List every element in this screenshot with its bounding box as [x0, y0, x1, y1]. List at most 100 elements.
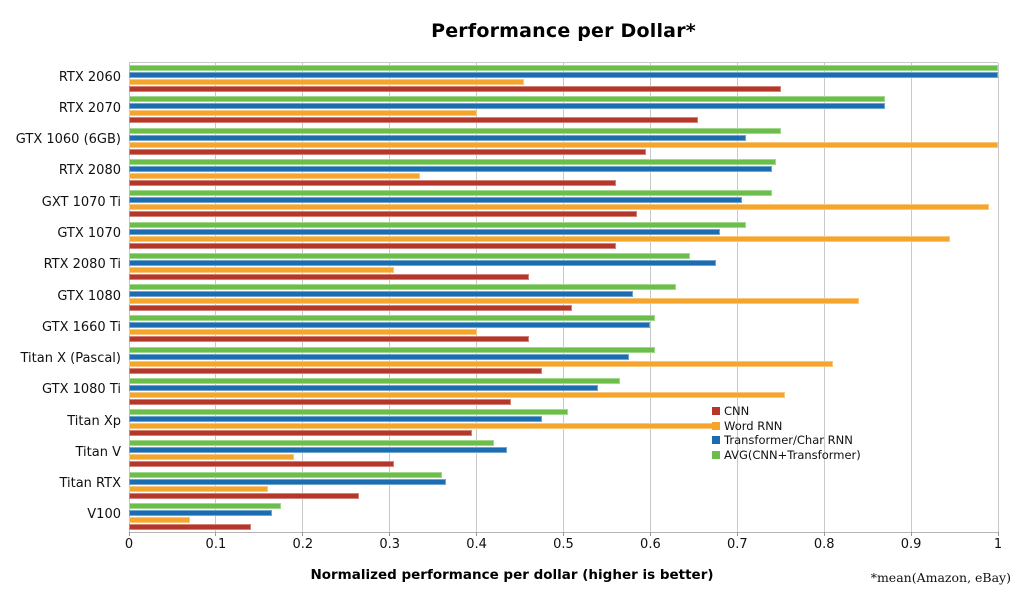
bar-transformer-char-rnn	[129, 165, 773, 172]
y-axis-label: GXT 1070 Ti	[41, 194, 121, 210]
bar-group-v100	[129, 501, 998, 532]
bar-transformer-char-rnn	[129, 509, 273, 516]
legend-swatch-icon	[712, 450, 720, 459]
bar-group-gxt-1070-ti	[129, 188, 998, 219]
bar-transformer-char-rnn	[129, 353, 629, 360]
bar-cnn	[129, 273, 529, 280]
bar-avg-cnn-transformer-	[129, 471, 442, 478]
y-axis-label: RTX 2070	[58, 100, 121, 116]
bar-word-rnn	[129, 329, 477, 336]
bar-avg-cnn-transformer-	[129, 96, 886, 103]
bar-cnn	[129, 492, 360, 499]
bar-transformer-char-rnn	[129, 228, 720, 235]
bar-group-gtx-1660-ti	[129, 313, 998, 344]
bar-group-gtx-1080-ti	[129, 376, 998, 407]
bar-transformer-char-rnn	[129, 72, 998, 79]
bar-cnn	[129, 117, 699, 124]
legend-item-transformer-char-rnn: Transformer/Char RNN	[712, 433, 861, 448]
x-axis-tick-label: 0.1	[205, 537, 227, 552]
x-axis-tick-mark	[563, 532, 564, 536]
gridline-x-0.6	[649, 63, 651, 532]
bar-cnn	[129, 367, 542, 374]
bar-transformer-char-rnn	[129, 197, 742, 204]
legend-label: AVG(CNN+Transformer)	[724, 447, 861, 462]
x-axis-tick-mark	[997, 532, 999, 536]
bar-avg-cnn-transformer-	[129, 190, 773, 197]
bar-group-gtx-1080	[129, 282, 998, 313]
x-axis-tick-label: 0.5	[553, 537, 574, 552]
x-axis-title: Normalized performance per dollar (highe…	[310, 567, 714, 583]
legend-swatch-icon	[712, 421, 720, 430]
bar-avg-cnn-transformer-	[129, 377, 620, 384]
legend-swatch-icon	[712, 407, 720, 416]
y-axis-label: GTX 1060 (6GB)	[15, 132, 121, 148]
bar-group-titan-v	[129, 438, 998, 469]
y-axis-label: RTX 2080	[58, 163, 121, 179]
legend: CNN Word RNN Transformer/Char RNN AVG(CNN+T…	[712, 404, 861, 462]
x-axis-tick-mark	[910, 532, 912, 536]
bar-group-titan-xp	[129, 407, 998, 438]
chart-title: Performance per Dollar*	[431, 20, 696, 42]
bar-avg-cnn-transformer-	[129, 409, 568, 416]
bar-word-rnn	[129, 298, 859, 305]
legend-item-word-rnn: Word RNN	[712, 419, 861, 434]
bar-avg-cnn-transformer-	[129, 346, 655, 353]
gridline-x-0	[128, 63, 130, 532]
bar-avg-cnn-transformer-	[129, 502, 282, 509]
gridline-x-0.1	[215, 63, 217, 532]
bar-transformer-char-rnn	[129, 384, 599, 391]
bar-word-rnn	[129, 423, 716, 430]
bar-cnn	[129, 336, 529, 343]
bar-avg-cnn-transformer-	[129, 315, 655, 322]
bar-cnn	[129, 148, 647, 155]
x-axis-tick-mark	[215, 532, 217, 536]
x-axis-tick-mark	[823, 532, 825, 536]
gridline-x-0.7	[736, 63, 738, 532]
bar-word-rnn	[129, 485, 269, 492]
bar-transformer-char-rnn	[129, 134, 746, 141]
gridline-x-1	[997, 63, 999, 532]
bar-transformer-char-rnn	[129, 259, 716, 266]
bar-word-rnn	[129, 79, 525, 86]
legend-item-cnn: CNN	[712, 404, 861, 419]
gridline-x-0.9	[910, 63, 912, 532]
y-axis-label: Titan Xp	[67, 413, 121, 429]
y-axis-label: GTX 1080 Ti	[42, 382, 121, 398]
x-axis-tick-label: 0.6	[640, 537, 661, 552]
x-axis-tick-label: 0.2	[292, 537, 314, 552]
bar-avg-cnn-transformer-	[129, 252, 690, 259]
bar-group-rtx-2070	[129, 94, 998, 125]
x-axis-tick-label: 0.8	[813, 537, 835, 552]
x-axis-tick-mark	[476, 532, 478, 536]
legend-label: CNN	[724, 404, 750, 418]
x-axis-tick-label: 0.7	[726, 537, 748, 552]
y-axis-label: V100	[87, 507, 121, 523]
bar-transformer-char-rnn	[129, 416, 542, 423]
x-axis-tick-label: 0.3	[379, 537, 401, 552]
bar-word-rnn	[129, 172, 421, 179]
gridline-x-0.8	[823, 63, 825, 532]
y-axis-label: Titan RTX	[59, 476, 121, 492]
y-axis-label: RTX 2060	[58, 69, 121, 85]
bar-cnn	[129, 242, 616, 249]
x-axis-tick-mark	[649, 532, 651, 536]
bar-avg-cnn-transformer-	[129, 221, 746, 228]
x-axis-tick-mark	[302, 532, 304, 536]
x-axis-tick-label: 0.4	[466, 537, 487, 552]
y-axis-label: Titan X (Pascal)	[20, 351, 122, 367]
bar-avg-cnn-transformer-	[129, 440, 494, 447]
bar-cnn	[129, 398, 512, 405]
x-axis-tick-mark	[736, 532, 738, 536]
gridline-x-0.2	[302, 63, 304, 532]
y-axis-label: GTX 1660 Ti	[42, 319, 121, 335]
bar-word-rnn	[129, 235, 951, 242]
bar-cnn	[129, 430, 473, 437]
x-axis-tick-mark	[389, 532, 391, 536]
bar-transformer-char-rnn	[129, 447, 507, 454]
bar-group-rtx-2080	[129, 157, 998, 188]
bar-cnn	[129, 461, 395, 468]
plot-area	[128, 62, 999, 536]
bar-word-rnn	[129, 454, 295, 461]
legend-item-avg-cnn-transformer-: AVG(CNN+Transformer)	[712, 448, 861, 463]
